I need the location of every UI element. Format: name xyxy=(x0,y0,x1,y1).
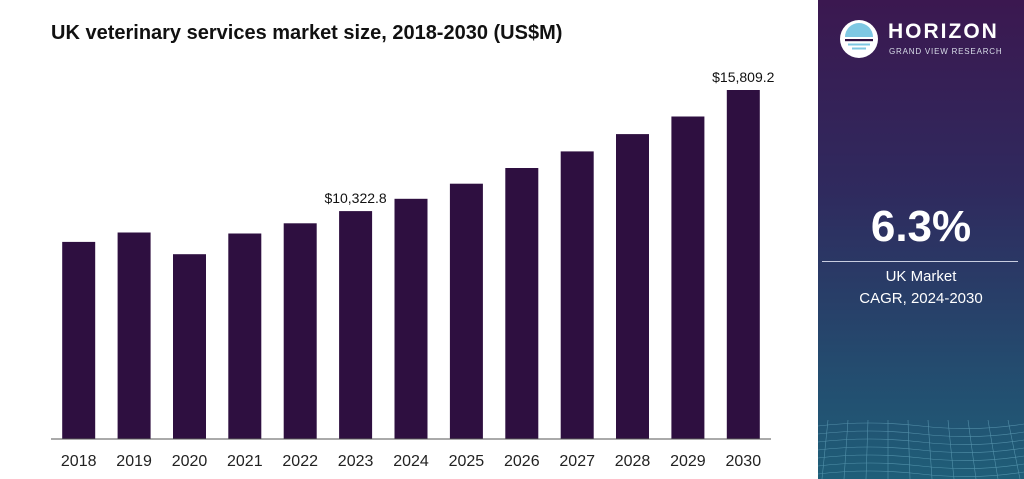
bar-2027 xyxy=(560,151,594,439)
x-tick-2020: 2020 xyxy=(172,453,208,470)
brand-name: HORIZON xyxy=(888,20,999,43)
tick-labels-group: 2018 2019 2020 2021 2022 2023 2024 2025 2026 2027… xyxy=(61,453,761,470)
bar-2029 xyxy=(671,116,705,439)
cagr-label-period: CAGR, 2024-2030 xyxy=(859,290,983,307)
cagr-value: 6.3% xyxy=(870,202,972,251)
x-tick-2022: 2022 xyxy=(282,453,318,470)
bar-2018 xyxy=(62,241,96,439)
brand-logo: HORIZON GRAND VIEW RESEARCH xyxy=(840,18,1020,62)
bar-2024 xyxy=(394,198,428,439)
cagr-label-market: UK Market xyxy=(885,268,957,285)
x-tick-2024: 2024 xyxy=(393,453,429,470)
bar-2026 xyxy=(505,168,539,439)
value-label-2023: $10,322.8 xyxy=(324,190,386,206)
x-tick-2027: 2027 xyxy=(559,453,595,470)
x-tick-2029: 2029 xyxy=(670,453,706,470)
bar-2019 xyxy=(117,232,151,439)
value-label-2030: $15,809.2 xyxy=(712,69,774,85)
chart-card: UK veterinary services market size, 2018… xyxy=(51,22,775,470)
x-tick-2023: 2023 xyxy=(338,453,374,470)
chart-title: UK veterinary services market size, 2018… xyxy=(51,22,563,44)
bar-2028 xyxy=(616,134,649,439)
bar-2025 xyxy=(449,183,483,439)
x-tick-2021: 2021 xyxy=(227,453,263,470)
bar-2020 xyxy=(173,254,206,439)
bar-2022 xyxy=(283,223,317,439)
divider xyxy=(822,261,1018,262)
bar-2030 xyxy=(726,90,760,439)
bar-2023 xyxy=(339,211,373,439)
sidebar-panel: HORIZON GRAND VIEW RESEARCH 6.3% UK Mark… xyxy=(818,0,1024,479)
wave-mesh-decoration xyxy=(818,420,1024,479)
value-labels-group: $10,322.8 $15,809.2 xyxy=(324,69,774,206)
x-tick-2026: 2026 xyxy=(504,453,540,470)
horizon-logo-icon xyxy=(840,20,878,58)
x-tick-2028: 2028 xyxy=(615,453,651,470)
bar-chart: 2018 2019 2020 2021 2022 2023 2024 2025 2026 2027… xyxy=(51,69,775,470)
x-tick-2025: 2025 xyxy=(449,453,485,470)
x-tick-2018: 2018 xyxy=(61,453,97,470)
brand-subtitle: GRAND VIEW RESEARCH xyxy=(889,47,1003,56)
x-tick-2030: 2030 xyxy=(726,453,762,470)
x-tick-2019: 2019 xyxy=(116,453,152,470)
bars-group xyxy=(62,90,760,439)
bar-2021 xyxy=(228,233,262,439)
